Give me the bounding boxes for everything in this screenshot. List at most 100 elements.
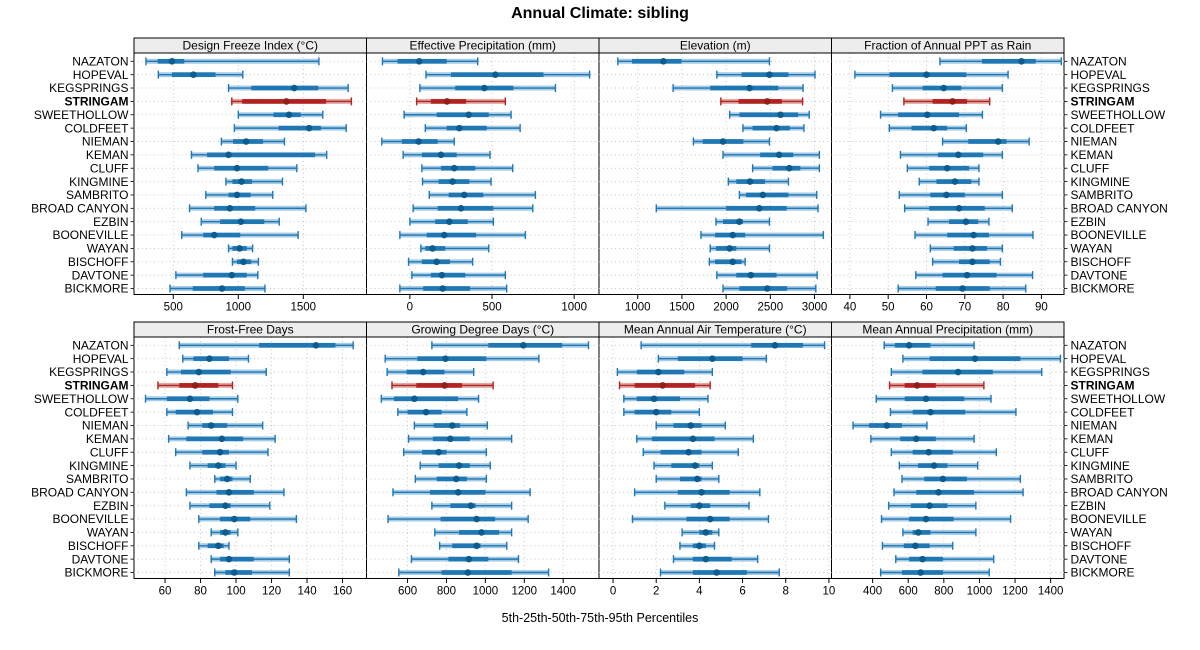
station-label-right: BICKMORE <box>1071 566 1135 580</box>
station-label-left: HOPEVAL <box>73 352 129 366</box>
percentile-bar <box>927 217 990 226</box>
median-dot <box>922 515 930 523</box>
median-dot <box>954 151 962 159</box>
station-label-left: EZBIN <box>93 215 128 229</box>
station-label-left: BICKMORE <box>64 566 128 580</box>
iqr-bar-25-75 <box>214 165 269 171</box>
iqr-bar-25-75 <box>947 232 989 238</box>
axis-tick-label: 800 <box>437 586 456 598</box>
percentile-bar <box>399 231 527 240</box>
axis-tick-label: 10 <box>823 586 836 598</box>
panel-area <box>598 336 832 579</box>
percentile-bar <box>887 501 977 510</box>
percentile-bar <box>198 515 298 524</box>
iqr-bar-25-75 <box>214 206 256 211</box>
iqr-bar-25-75 <box>723 219 743 224</box>
median-dot <box>415 58 423 65</box>
percentile-bar <box>231 257 260 266</box>
percentile-bar <box>144 394 239 403</box>
station-label-left: BISCHOFF <box>68 539 129 553</box>
station-label-right: KINGMINE <box>1071 175 1130 189</box>
percentile-bar <box>902 528 977 537</box>
percentile-bar <box>889 408 1017 417</box>
median-dot <box>222 502 229 509</box>
percentile-bar <box>720 97 804 106</box>
axis-tick-label: 1000 <box>473 586 499 598</box>
axis-tick-label: 500 <box>164 302 183 314</box>
median-dot <box>746 84 753 92</box>
station-label-left: EZBIN <box>93 499 128 513</box>
median-dot <box>698 489 705 496</box>
axis-tick-label: 0 <box>610 586 616 598</box>
median-dot <box>994 138 1002 145</box>
median-dot <box>954 368 962 376</box>
median-dot <box>190 71 197 78</box>
median-dot <box>216 448 224 456</box>
percentile-bar <box>225 177 284 186</box>
median-dot <box>913 382 921 389</box>
median-dot <box>230 515 238 523</box>
panel-strip <box>831 321 1065 338</box>
median-dot <box>465 555 473 563</box>
percentile-bar <box>939 57 1063 66</box>
iqr-bar-25-75 <box>912 449 953 455</box>
percentile-bar <box>392 488 531 497</box>
axis-tick-label: 500 <box>482 302 501 314</box>
percentile-bar <box>664 501 750 510</box>
station-label-right: KEMAN <box>1071 148 1114 162</box>
axis-tick-label: 400 <box>863 586 882 598</box>
median-dot <box>969 245 976 252</box>
percentile-bar <box>197 164 298 173</box>
median-dot <box>659 382 666 389</box>
median-dot <box>478 529 485 536</box>
iqr-bar-25-75 <box>894 343 931 348</box>
median-dot <box>218 435 226 443</box>
iqr-bar-25-75 <box>679 476 702 482</box>
median-dot <box>940 84 948 92</box>
percentile-bar <box>157 381 234 390</box>
iqr-bar-25-75 <box>911 125 948 131</box>
median-dot <box>452 475 460 483</box>
panel-strip-label: Effective Precipitation (mm) <box>410 39 557 53</box>
median-dot <box>454 489 462 496</box>
station-label-right: KINGMINE <box>1071 459 1130 473</box>
percentile-bar <box>185 488 285 497</box>
percentile-bar <box>415 97 507 106</box>
percentile-bar <box>679 541 716 550</box>
median-dot <box>443 98 451 105</box>
station-label-right: BOONEVILLE <box>1071 512 1147 526</box>
iqr-bar-25-75 <box>440 516 496 522</box>
percentile-bar <box>189 501 271 510</box>
median-dot <box>726 245 733 252</box>
station-label-left: KEMAN <box>86 148 129 162</box>
percentile-bar <box>708 257 746 266</box>
median-dot <box>912 542 919 550</box>
station-label-right: NAZATON <box>1071 55 1127 69</box>
percentile-bar <box>381 137 455 146</box>
median-dot <box>650 395 658 403</box>
axis-tick-label: 2000 <box>713 302 739 314</box>
axis-tick-label: 1500 <box>291 302 317 314</box>
iqr-bar-25-75 <box>203 232 241 238</box>
iqr-bar-25-75 <box>746 192 789 198</box>
median-dot <box>305 124 313 132</box>
percentile-bar <box>700 231 825 240</box>
station-label-left: SAMBRITO <box>66 188 128 202</box>
axis-tick-label: 100 <box>226 586 245 598</box>
axis-tick-label: 1400 <box>1038 586 1064 598</box>
percentile-caption: 5th-25th-50th-75th-95th Percentiles <box>501 611 699 625</box>
median-dot <box>206 355 213 362</box>
median-dot <box>492 71 499 78</box>
median-dot <box>411 395 418 403</box>
iqr-bar-25-75 <box>207 152 316 158</box>
station-label-left: BISCHOFF <box>68 255 129 269</box>
median-dot <box>456 124 463 132</box>
median-dot <box>222 529 229 536</box>
axis-tick-label: 3000 <box>802 302 828 314</box>
median-dot <box>759 191 767 199</box>
median-dot <box>959 285 966 292</box>
iqr-bar-25-75 <box>416 383 463 388</box>
station-label-right: HOPEVAL <box>1071 68 1127 82</box>
median-dot <box>236 245 243 252</box>
percentile-bar <box>157 70 244 79</box>
